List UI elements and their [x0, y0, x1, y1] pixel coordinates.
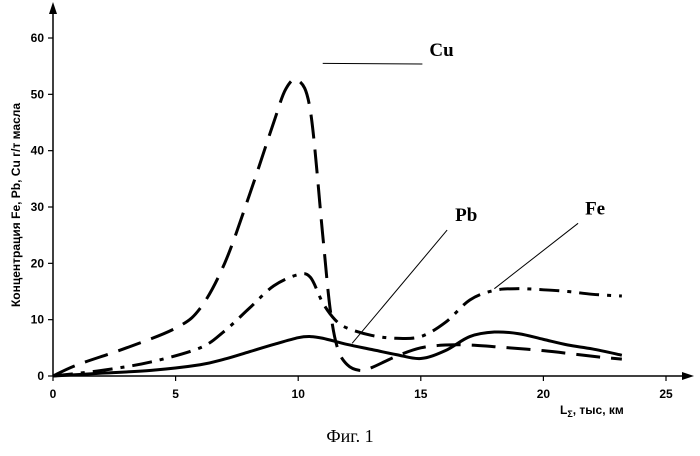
x-tick-label: 0	[50, 387, 57, 401]
series-label-fe: Fe	[585, 198, 605, 219]
x-tick-label: 15	[414, 387, 428, 401]
series-label-cu: Cu	[429, 40, 454, 61]
y-tick-label: 10	[31, 313, 45, 327]
line-chart: 0 5 10 15 20 25 0 10 20 30 40 50 60 Cu Pb Fe Концентра…	[0, 0, 700, 426]
y-tick-label: 30	[31, 200, 45, 214]
leader-line-pb	[352, 230, 447, 343]
x-axis-arrow	[682, 372, 694, 380]
y-tick-label: 40	[31, 144, 45, 158]
x-tick-label: 5	[172, 387, 179, 401]
series-labels: Cu Pb Fe	[429, 40, 605, 226]
y-axis-label: Концентрация Fe, Pb, Cu г/т масла	[9, 103, 23, 307]
y-tick-label: 60	[31, 31, 45, 45]
leader-line-cu	[323, 63, 423, 64]
leader-lines	[323, 63, 578, 343]
y-tick-label: 0	[37, 369, 44, 383]
x-axis-label: LΣ, тыс, км	[560, 403, 624, 419]
y-tick-label: 20	[31, 256, 45, 270]
series-layer	[53, 79, 622, 376]
leader-line-fe	[494, 223, 578, 288]
y-tick-label: 50	[31, 87, 45, 101]
x-tick-label: 20	[537, 387, 551, 401]
x-tick-label: 10	[292, 387, 306, 401]
series-line-fe	[53, 274, 622, 376]
y-axis-arrow	[49, 2, 57, 14]
x-axis-label-main: L	[560, 403, 567, 417]
series-line-cu	[53, 79, 622, 376]
series-line-pb	[53, 332, 622, 376]
x-tick-label: 25	[659, 387, 673, 401]
x-axis-label-rest: , тыс, км	[573, 403, 624, 417]
series-label-pb: Pb	[455, 205, 477, 226]
figure-caption: Фиг. 1	[0, 426, 700, 447]
